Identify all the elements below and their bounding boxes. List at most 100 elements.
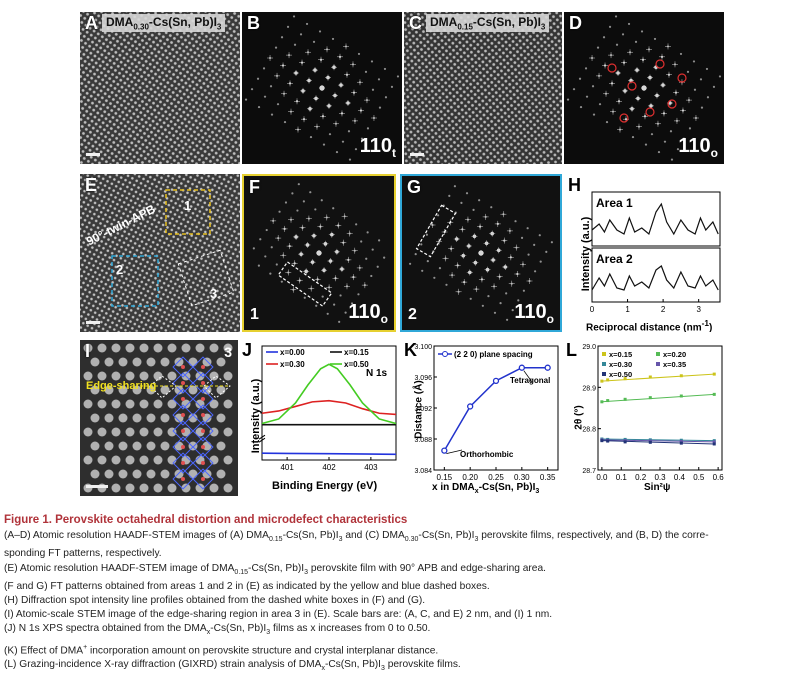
atom-column (167, 483, 177, 493)
diffraction-spot (360, 240, 363, 243)
diffraction-spot (371, 248, 374, 251)
atom-column (97, 399, 107, 409)
superlattice-ring (627, 81, 637, 91)
data-point (600, 379, 604, 383)
octahedron-outline (192, 436, 214, 458)
legend-label: x=0.15 (609, 350, 632, 359)
octahedron-outline (192, 372, 214, 394)
diffraction-spot (312, 40, 316, 43)
figure-caption: Figure 1. Perovskite octahedral distorti… (4, 513, 794, 677)
x-tick-label: 0.6 (713, 473, 725, 482)
atom-column (97, 455, 107, 465)
atom-column (125, 427, 135, 437)
diffraction-spot (364, 70, 368, 73)
diffraction-spot (669, 130, 673, 133)
octahedron-center (201, 397, 205, 401)
y-tick-label: 3.092 (414, 406, 432, 413)
octahedron-outline (172, 404, 194, 426)
octahedron-center (201, 445, 205, 449)
data-point (648, 396, 652, 400)
panel-letter: E (85, 175, 98, 195)
xps-chart: 401 402 403 x=0.00 x=0.15 x=0.30 x=0.50 (258, 345, 397, 472)
atom-column (90, 357, 100, 367)
atom-column (223, 343, 233, 353)
diffraction-spot (605, 120, 609, 124)
area-1-box (165, 189, 211, 235)
diffraction-spot (426, 259, 429, 263)
atom-column (139, 399, 149, 409)
atom-column (188, 413, 198, 423)
panel-j-xps: 401 402 403 x=0.00 x=0.15 x=0.30 x=0.50 J Inte… (240, 340, 400, 498)
zone-axis-label: 110o (514, 301, 554, 326)
panel-l-gixrd: 0.0 0.1 0.2 0.3 0.4 0.5 0.6 28.7 28.8 28.9 29.0 x=0… (564, 340, 726, 498)
diffraction-spot (700, 106, 704, 109)
x-tick-label: 402 (322, 463, 336, 472)
atom-column (209, 483, 219, 493)
legend-label: x=0.30 (609, 360, 632, 369)
area-3-box (177, 249, 235, 307)
atom-column (118, 413, 128, 423)
atom-column (139, 483, 149, 493)
atom-column (118, 357, 128, 367)
atom-column (125, 483, 135, 493)
diffraction-spots (566, 15, 722, 161)
atom-column (83, 455, 93, 465)
y-tick-label: 3.100 (414, 344, 432, 351)
diffraction-spot (686, 70, 690, 73)
atom-column (174, 469, 184, 479)
octahedron-outline (172, 452, 194, 474)
y-tick-label: 28.8 (582, 427, 596, 434)
caption-line: sponding FT patterns, respectively. (4, 548, 162, 560)
diffraction-spot (514, 220, 517, 223)
octahedron-center (181, 477, 185, 481)
diffraction-spot (366, 127, 370, 130)
legend-marker (656, 362, 660, 366)
atom-column (118, 385, 128, 395)
legend-marker (602, 352, 606, 356)
octahedron-center (181, 381, 185, 385)
atom-column (174, 385, 184, 395)
x-axis-label: x in DMAx-Cs(Sn, Pb)I3 (432, 482, 540, 495)
diffraction-spot (591, 85, 595, 88)
caption-line: (E) Atomic resolution HAADF-STEM image o… (4, 562, 546, 576)
diffraction-spot (278, 210, 281, 213)
diffraction-spot (321, 295, 324, 298)
diffraction-spot (269, 272, 272, 275)
atom-column (153, 343, 163, 353)
atom-column (209, 371, 219, 381)
diffraction-spot (712, 85, 716, 88)
atom-column (167, 343, 177, 353)
edge-sharing-outline (203, 375, 231, 399)
area-number: 1 (250, 306, 259, 323)
panel-h-line-profiles: H 0 1 2 3 Area 1 Area 2 Intensity (a.u.) Re… (566, 174, 726, 332)
diffraction-spot (682, 137, 686, 140)
scale-bar (86, 153, 100, 156)
x-tick-label: 0.3 (654, 473, 666, 482)
diffraction-spot (585, 95, 589, 98)
y-tick-label: 28.7 (582, 468, 596, 475)
atom-column (125, 343, 135, 353)
area-1-title: Area 1 (596, 196, 633, 210)
atom-column (104, 469, 114, 479)
octahedron-outline (172, 468, 194, 490)
x-axis-label: Binding Energy (eV) (272, 480, 378, 492)
superlattice-ring (655, 59, 665, 69)
diffraction-spot (640, 30, 644, 33)
panel-letter: K (404, 340, 417, 360)
y-tick-label: 3.088 (414, 437, 432, 444)
x-tick-label: 0.1 (616, 473, 628, 482)
zone-axis-label: 110o (678, 135, 718, 160)
data-point (712, 442, 716, 446)
data-point (606, 399, 610, 403)
octahedron-outline (172, 388, 194, 410)
profile-line (591, 202, 719, 236)
panel-i-stem-image: I Edge-sharing 3 (80, 340, 238, 496)
y-tick-label: 29.0 (582, 344, 596, 351)
diffraction-spot (579, 105, 583, 109)
atom-column (83, 343, 93, 353)
y-axis-label: Intensity (a.u.) (580, 216, 592, 292)
series-line (261, 363, 397, 425)
diffraction-spot (653, 37, 657, 41)
area-number: 2 (408, 306, 417, 323)
diffraction-spot (383, 256, 386, 259)
